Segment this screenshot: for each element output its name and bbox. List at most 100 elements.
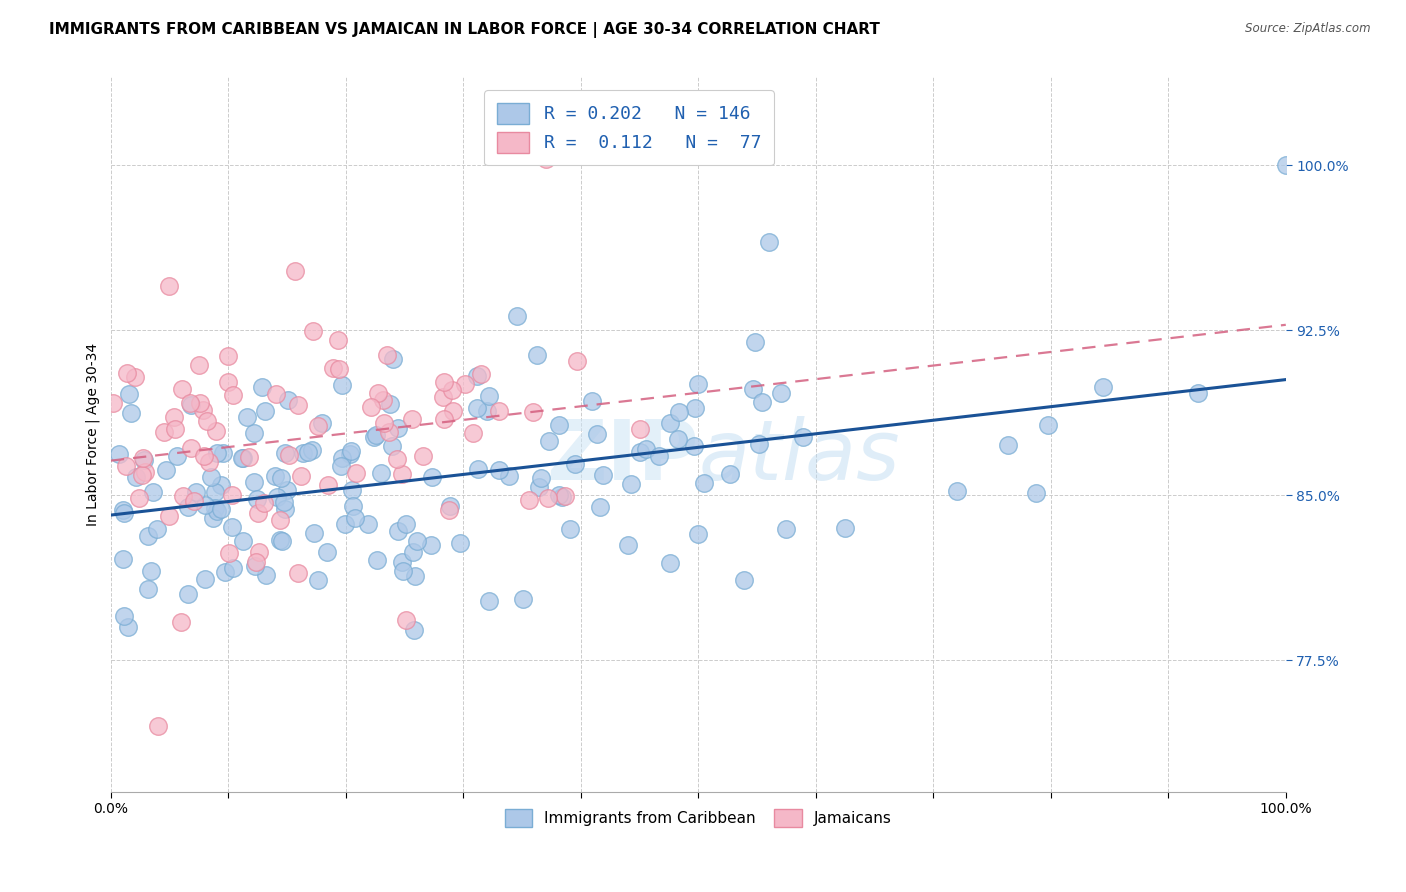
Point xyxy=(222,561,245,575)
Point xyxy=(231,450,253,465)
Point xyxy=(475,404,498,418)
Point xyxy=(132,451,155,466)
Point xyxy=(387,452,409,467)
Point xyxy=(617,538,640,552)
Point xyxy=(488,404,510,418)
Point xyxy=(276,483,298,498)
Point xyxy=(112,503,135,517)
Point xyxy=(792,430,814,444)
Point xyxy=(586,426,609,441)
Point xyxy=(589,500,612,514)
Point xyxy=(193,403,215,417)
Point xyxy=(364,428,387,442)
Point xyxy=(205,503,228,517)
Point xyxy=(328,333,350,347)
Point xyxy=(439,500,461,514)
Point xyxy=(115,366,138,380)
Point xyxy=(402,545,425,559)
Point xyxy=(775,522,797,536)
Point xyxy=(101,396,124,410)
Point xyxy=(186,485,208,500)
Point xyxy=(470,368,492,382)
Point xyxy=(506,310,529,324)
Point xyxy=(1025,486,1047,500)
Point xyxy=(176,587,198,601)
Point xyxy=(441,404,464,418)
Point xyxy=(301,442,323,457)
Point xyxy=(118,387,141,401)
Point xyxy=(170,615,193,629)
Point xyxy=(945,483,967,498)
Point xyxy=(157,278,180,293)
Point xyxy=(274,446,297,460)
Point xyxy=(190,396,212,410)
Point xyxy=(277,449,299,463)
Point xyxy=(769,386,792,401)
Point xyxy=(328,362,350,376)
Point xyxy=(222,388,245,402)
Point xyxy=(142,485,165,500)
Point xyxy=(302,526,325,541)
Point xyxy=(420,470,443,484)
Point xyxy=(340,444,363,458)
Point xyxy=(378,397,401,411)
Point xyxy=(534,152,557,166)
Point xyxy=(997,438,1019,452)
Point xyxy=(277,392,299,407)
Point xyxy=(381,352,404,367)
Point xyxy=(211,446,233,460)
Text: atlas: atlas xyxy=(699,416,900,497)
Point xyxy=(128,491,150,505)
Point xyxy=(318,478,340,492)
Point xyxy=(564,457,586,471)
Point xyxy=(329,458,352,473)
Point xyxy=(302,324,325,338)
Point xyxy=(592,468,614,483)
Point xyxy=(221,520,243,534)
Point xyxy=(526,348,548,362)
Point xyxy=(134,466,156,480)
Point xyxy=(232,533,254,548)
Point xyxy=(238,450,260,464)
Point xyxy=(273,495,295,509)
Point xyxy=(718,467,741,481)
Point xyxy=(246,506,269,520)
Point xyxy=(292,446,315,460)
Point xyxy=(269,513,291,527)
Point xyxy=(432,390,454,404)
Point xyxy=(134,453,156,467)
Point xyxy=(209,478,232,492)
Point xyxy=(554,489,576,503)
Point xyxy=(266,490,288,504)
Text: ZIP: ZIP xyxy=(546,416,699,497)
Point xyxy=(270,471,292,485)
Point xyxy=(246,491,269,506)
Point xyxy=(217,376,239,390)
Y-axis label: In Labor Force | Age 30-34: In Labor Force | Age 30-34 xyxy=(86,343,100,526)
Point xyxy=(693,476,716,491)
Point xyxy=(200,470,222,484)
Point xyxy=(322,360,344,375)
Point xyxy=(402,623,425,637)
Point xyxy=(252,496,274,510)
Point xyxy=(373,417,395,431)
Point xyxy=(170,382,193,396)
Point xyxy=(245,555,267,569)
Point xyxy=(315,545,337,559)
Point xyxy=(744,334,766,349)
Point xyxy=(221,488,243,502)
Point xyxy=(758,235,780,250)
Point xyxy=(136,529,159,543)
Point xyxy=(547,417,569,432)
Point xyxy=(209,502,232,516)
Point xyxy=(412,449,434,463)
Point xyxy=(333,516,356,531)
Point xyxy=(204,424,226,438)
Point xyxy=(166,449,188,463)
Point xyxy=(433,412,456,426)
Point xyxy=(404,569,426,583)
Point xyxy=(243,425,266,440)
Text: IMMIGRANTS FROM CARIBBEAN VS JAMAICAN IN LABOR FORCE | AGE 30-34 CORRELATION CHA: IMMIGRANTS FROM CARIBBEAN VS JAMAICAN IN… xyxy=(49,22,880,38)
Point xyxy=(685,401,707,415)
Point xyxy=(378,425,401,439)
